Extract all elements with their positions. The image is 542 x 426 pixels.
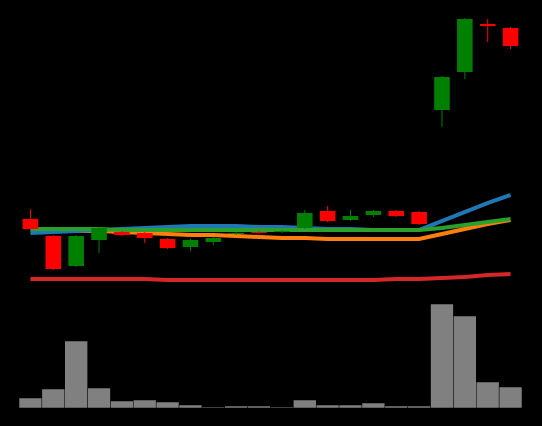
candle-body xyxy=(411,212,427,224)
volume-bar xyxy=(384,405,408,409)
volume-bar xyxy=(430,303,454,409)
volume-bar xyxy=(247,405,271,409)
candle-body xyxy=(22,219,39,229)
candle-body xyxy=(45,236,62,269)
volume-bar xyxy=(110,400,134,409)
moving-average-line xyxy=(30,272,511,282)
candle-body xyxy=(365,211,382,215)
candle-body xyxy=(114,232,130,235)
volume-bar xyxy=(201,406,226,409)
candle-body xyxy=(182,240,199,247)
candle-body xyxy=(159,239,176,248)
candle-body xyxy=(457,19,473,72)
candle-body xyxy=(91,228,107,240)
volume-bar xyxy=(293,399,317,409)
candle-body xyxy=(297,213,313,228)
candle-body xyxy=(388,211,405,216)
volume-bar xyxy=(41,388,65,409)
candle-body xyxy=(251,232,267,233)
volume-bar xyxy=(338,404,363,409)
volume-bar xyxy=(178,404,203,409)
candle-body xyxy=(342,216,359,220)
candle-body xyxy=(205,238,222,242)
candle-body xyxy=(136,233,153,238)
volume-bar xyxy=(453,315,477,409)
volume-bar xyxy=(18,397,43,409)
volume-bar xyxy=(361,402,386,409)
volume-bar xyxy=(224,405,248,409)
candle-body xyxy=(68,236,84,266)
volume-bar xyxy=(498,386,523,409)
candle-body xyxy=(274,231,290,232)
volume-bar xyxy=(407,405,431,409)
candle-body xyxy=(502,28,519,46)
volume-bar xyxy=(270,406,294,409)
volume-bar xyxy=(315,404,340,409)
volume-bar xyxy=(155,401,180,409)
candle-body xyxy=(319,211,336,221)
candle-body xyxy=(434,77,450,110)
candle-body xyxy=(228,233,244,234)
moving-average-line xyxy=(30,217,511,232)
candle-body xyxy=(479,24,496,26)
volume-bar xyxy=(476,381,500,409)
volume-bar xyxy=(133,399,157,409)
volume-bar xyxy=(87,387,111,409)
volume-bar xyxy=(64,340,88,409)
